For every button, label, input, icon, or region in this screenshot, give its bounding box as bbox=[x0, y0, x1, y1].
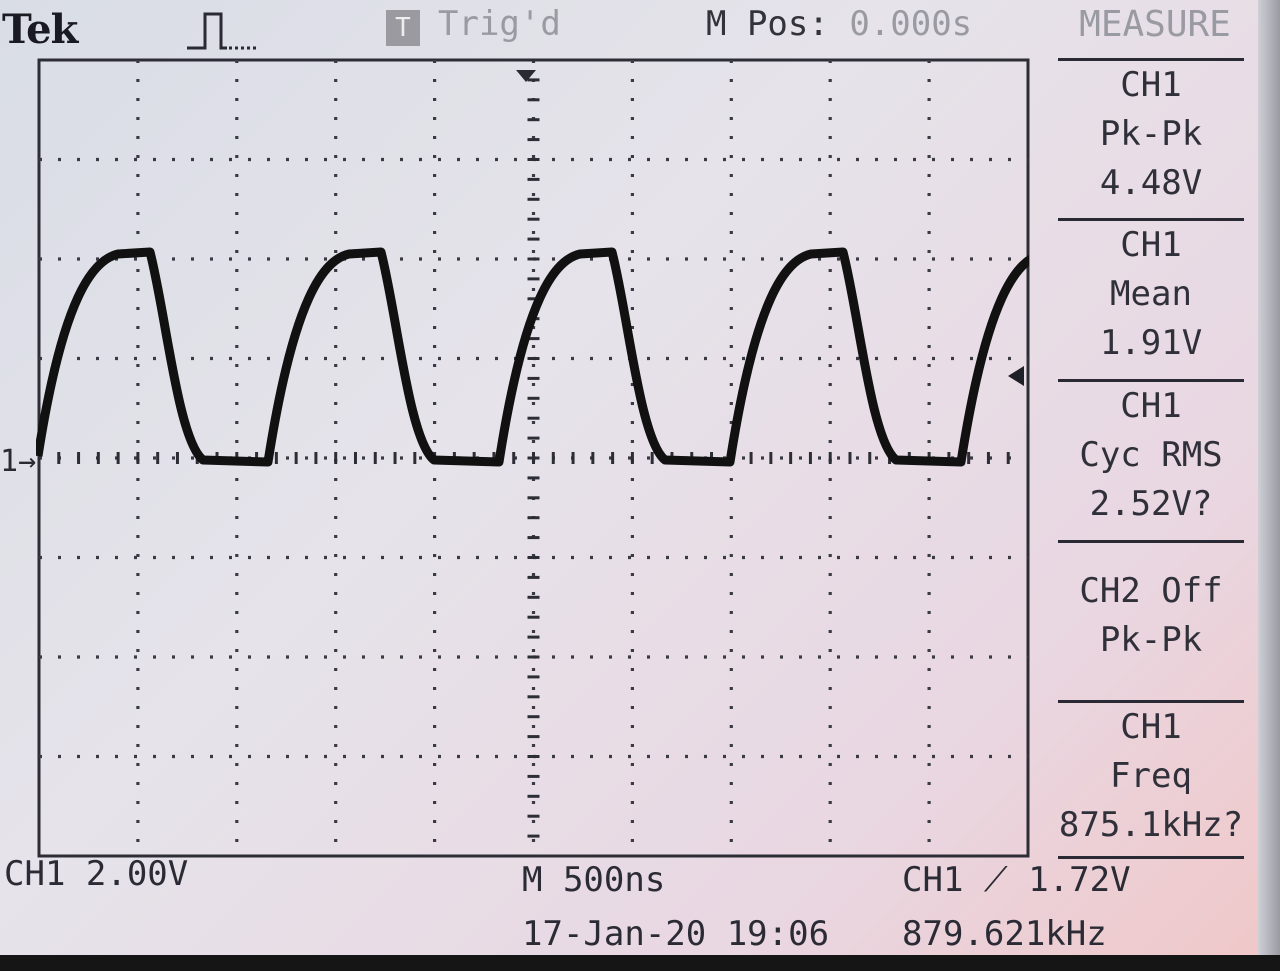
measure-slot-3-source: CH1 bbox=[1120, 386, 1182, 426]
main-position-label: M Pos: bbox=[706, 4, 829, 44]
main-position-value: 0.000s bbox=[849, 4, 973, 44]
measure-slot-1-source: CH1 bbox=[1120, 65, 1182, 105]
trigger-badge: T bbox=[386, 10, 420, 46]
menu-bottom-rule bbox=[1058, 856, 1244, 859]
measure-slot-1-type: Pk-Pk bbox=[1099, 114, 1203, 154]
rising-edge-icon: ⟋ bbox=[983, 860, 1008, 900]
measure-slot-2-source: CH1 bbox=[1120, 225, 1182, 265]
status-bar: Tek T Trig'd M Pos: 0.000s bbox=[0, 0, 1260, 56]
measure-slot-3-value: 2.52V? bbox=[1089, 484, 1213, 524]
graticule-center-ticks bbox=[37, 58, 1030, 858]
instrument-bezel-bottom bbox=[0, 955, 1280, 971]
measure-slot-4-type: Pk-Pk bbox=[1099, 620, 1203, 660]
ch1-marker-arrow-icon: → bbox=[18, 444, 37, 479]
trigger-frequency-readout: 879.621kHz bbox=[902, 914, 1107, 954]
main-position: M Pos: 0.000s bbox=[706, 4, 972, 44]
ch1-ground-marker: 1→ bbox=[0, 444, 36, 479]
trigger-readout: CH1 ⟋ 1.72V bbox=[902, 860, 1131, 900]
menu-title: MEASURE bbox=[1079, 4, 1231, 45]
trigger-level: 1.72V bbox=[1028, 860, 1131, 900]
trigger-status: Trig'd bbox=[438, 4, 561, 44]
pulse-acquire-icon bbox=[187, 12, 257, 50]
trigger-source: CH1 bbox=[902, 860, 964, 900]
instrument-bezel-right bbox=[1258, 0, 1280, 971]
measure-slot-2-type: Mean bbox=[1110, 274, 1192, 314]
measure-slot-2[interactable]: CH1 Mean 1.91V bbox=[1058, 218, 1244, 368]
measure-slot-2-value: 1.91V bbox=[1099, 323, 1203, 363]
measure-slot-3[interactable]: CH1 Cyc RMS 2.52V? bbox=[1058, 379, 1244, 529]
brand-logo: Tek bbox=[2, 6, 78, 53]
datetime-readout: 17-Jan-20 19:06 bbox=[522, 914, 830, 954]
ch1-waveform-trace bbox=[36, 247, 1029, 467]
measure-slot-4[interactable]: CH2 Off Pk-Pk bbox=[1058, 540, 1244, 665]
measure-slot-5-value: 875.1kHz? bbox=[1058, 805, 1244, 845]
measure-slot-5-source: CH1 bbox=[1120, 707, 1182, 747]
measure-slot-4-source: CH2 Off bbox=[1079, 571, 1223, 611]
measure-slot-5-type: Freq bbox=[1110, 756, 1192, 796]
waveform-display bbox=[36, 58, 1030, 858]
timebase-readout: M 500ns bbox=[522, 860, 666, 900]
measure-slot-1[interactable]: CH1 Pk-Pk 4.48V bbox=[1058, 58, 1244, 208]
measure-slot-1-value: 4.48V bbox=[1099, 163, 1203, 203]
measure-slot-5[interactable]: CH1 Freq 875.1kHz? bbox=[1058, 700, 1244, 850]
measure-menu: MEASURE CH1 Pk-Pk 4.48V CH1 Mean 1.91V C… bbox=[1054, 0, 1254, 860]
trigger-position-marker bbox=[516, 70, 536, 82]
ch1-marker-label: 1 bbox=[0, 444, 19, 479]
ch1-scale-readout: CH1 2.00V bbox=[4, 854, 189, 894]
measure-slot-3-type: Cyc RMS bbox=[1079, 435, 1223, 475]
trigger-level-marker bbox=[1008, 366, 1024, 386]
